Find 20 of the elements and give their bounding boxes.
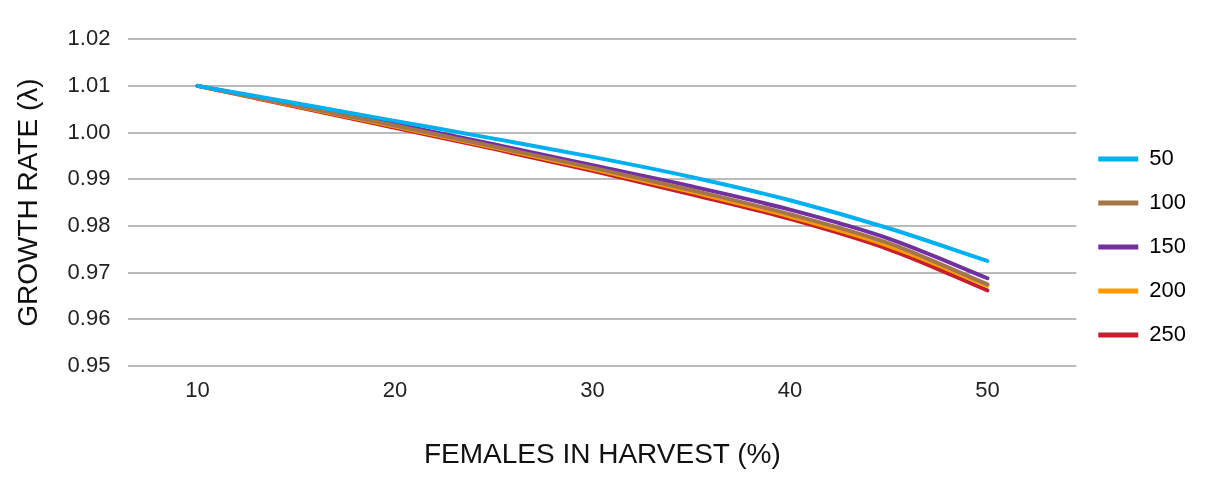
y-tick-label: 0.99: [67, 165, 111, 191]
y-tick-label: 1.00: [67, 118, 111, 144]
y-tick-label: 1.02: [67, 25, 111, 51]
y-axis-title: GROWTH RATE (λ): [11, 78, 43, 327]
legend-label: 250: [1149, 321, 1187, 347]
x-tick-label: 20: [382, 377, 408, 403]
x-tick-label: 10: [185, 377, 210, 403]
legend-label: 50: [1149, 145, 1174, 171]
legend-label: 100: [1149, 189, 1187, 215]
y-tick-label: 0.98: [67, 212, 111, 238]
legend-label: 150: [1149, 233, 1187, 259]
x-tick-label: 30: [580, 377, 605, 403]
x-axis-title: FEMALES IN HARVEST (%): [423, 437, 781, 469]
legend-label: 200: [1149, 277, 1187, 303]
y-tick-label: 0.96: [67, 305, 111, 331]
x-tick-label: 40: [777, 377, 803, 403]
y-tick-label: 1.01: [67, 71, 111, 97]
x-tick-label: 50: [975, 377, 1000, 403]
y-tick-label: 0.95: [67, 352, 111, 378]
y-tick-label: 0.97: [67, 258, 111, 284]
